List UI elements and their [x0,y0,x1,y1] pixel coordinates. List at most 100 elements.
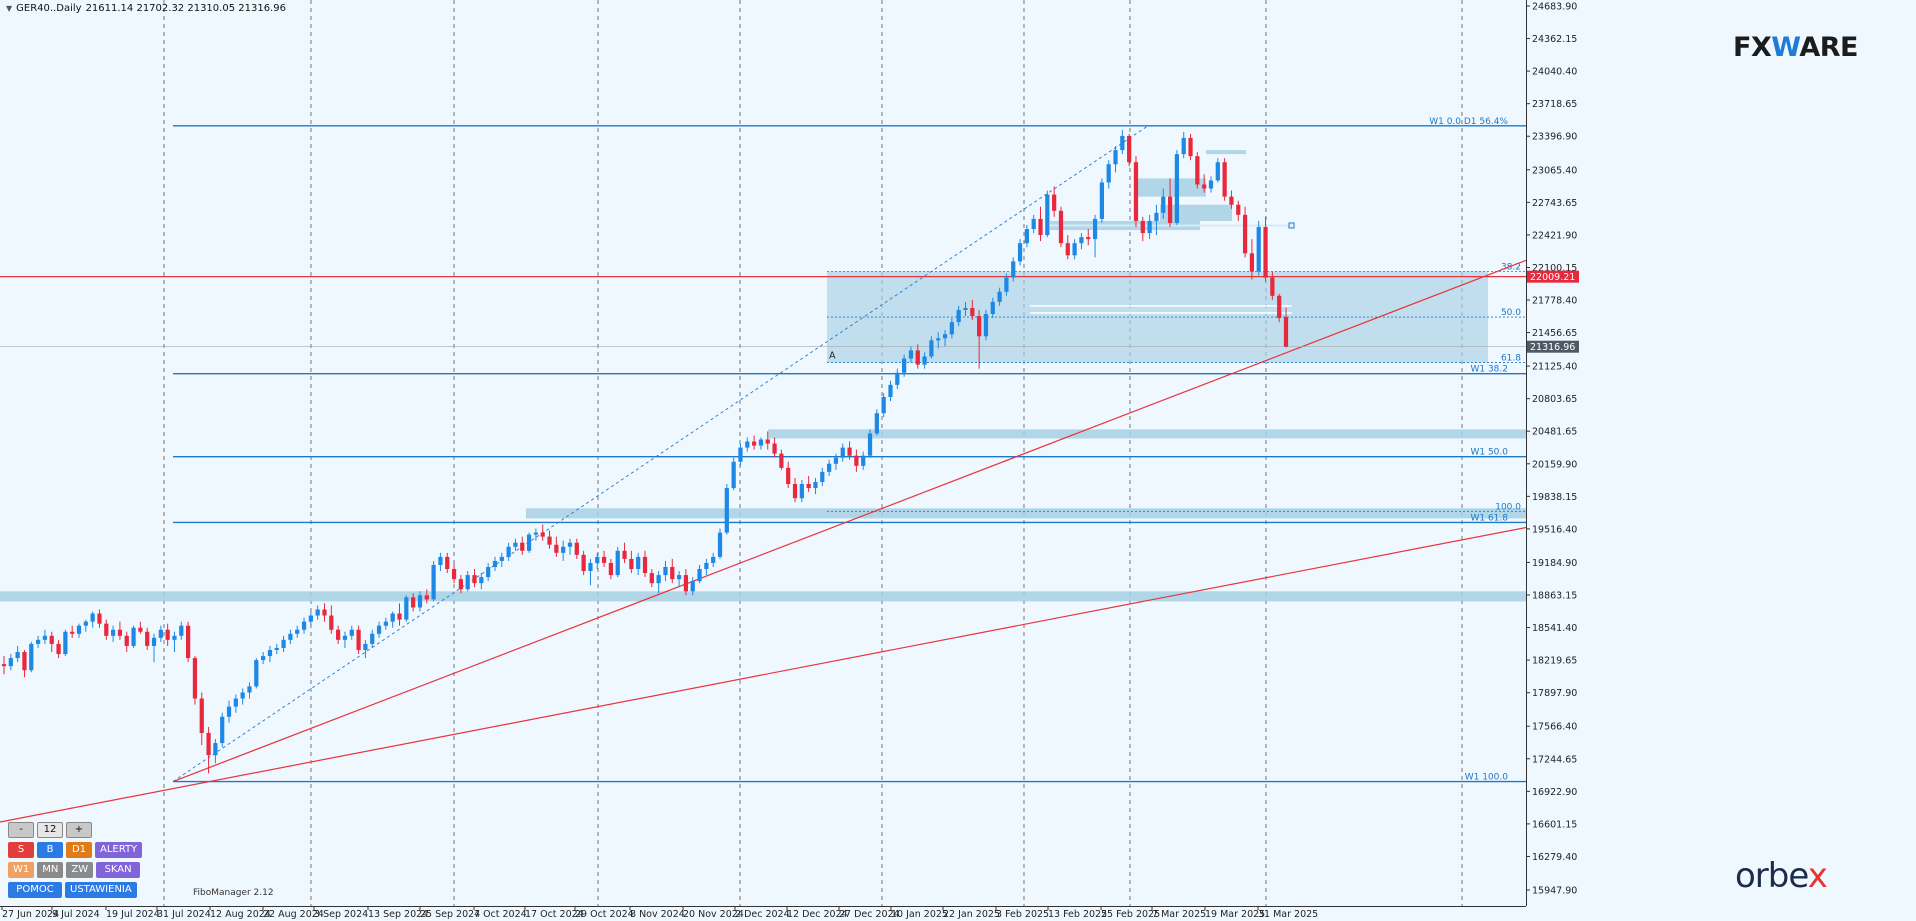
collapse-triangle-icon[interactable]: ▼ [6,4,13,13]
candle-body [1031,218,1036,230]
candle-body [1263,226,1268,278]
candle-body [1120,135,1125,151]
sell-button[interactable]: S [8,842,34,858]
candle-body [588,562,593,572]
fib-anchor-line [172,125,1149,782]
box-level-label: 50.0 [1501,308,1521,318]
candle-body [49,635,54,644]
candle-body [267,649,273,657]
candle-body [561,546,566,553]
scan-button[interactable]: SKAN [96,862,141,878]
price-tick-label: 17244.65 [1532,754,1577,765]
time-tick-label: 31 Mar 2025 [1258,909,1318,920]
candle-body [983,314,989,337]
lot-value-field[interactable]: 12 [37,822,63,838]
candle-body [595,556,600,563]
candle-body [977,316,982,337]
candle-body [1106,164,1111,183]
candle-body [1167,196,1173,223]
candle-body [990,301,995,315]
candle-body [1127,135,1132,163]
increase-button[interactable]: + [66,822,92,838]
panel-row-2: W1 MN ZW SKAN [8,862,141,878]
time-tick-label: 2 Dec 2024 [735,909,790,920]
candle-body [431,564,436,600]
time-tick-label: 8 Nov 2024 [630,909,685,920]
candle-body [1072,243,1077,256]
box-level-label: 100.0 [1495,502,1521,512]
candle-body [165,629,170,640]
candle-body [274,647,279,650]
price-tag-current: 21316.96 [1530,342,1575,353]
candle-body [881,396,886,414]
candle-body [124,635,129,646]
candle-body [642,556,648,574]
settings-button[interactable]: USTAWIENIA [65,882,137,898]
help-button[interactable]: POMOC [8,882,62,898]
candle-body [663,566,668,576]
price-tick-label: 24040.40 [1532,67,1577,78]
candle-body [506,546,511,557]
price-axis: 24683.90 24362.15 24040.40 23718.65 23396.90… [1526,0,1579,906]
candle-body [1181,137,1186,155]
candle-body [158,629,163,638]
alerts-button[interactable]: ALERTY [95,842,143,858]
candle-body [1256,226,1261,272]
price-tick-label: 22100.15 [1532,263,1577,274]
candle-body [336,629,341,640]
fib-level-label: W1 0.0 D1 56.4% [1429,117,1508,127]
candle-body [199,698,204,733]
candle-body [499,556,504,561]
tf-w1-button[interactable]: W1 [8,862,35,878]
candle-body [220,716,225,744]
fib-level-label: W1 38.2 [1470,365,1508,375]
tf-mn-button[interactable]: MN [37,862,64,878]
tf-zw-button[interactable]: ZW [66,862,94,878]
box-level-label: 61.8 [1501,354,1521,364]
candle-body [513,542,518,547]
symbol-name: GER40..Daily [16,3,82,14]
candle-body [786,467,791,485]
panel-row-3: POMOC USTAWIENIA [8,882,137,898]
candle-body [765,439,770,444]
candle-body [792,484,798,499]
candle-body [370,633,375,644]
box-marker: A [829,351,836,362]
candle-body [758,439,764,446]
candle-body [472,575,477,584]
candle-body [847,447,852,456]
price-tick-label: 17897.90 [1532,688,1577,699]
buy-button[interactable]: B [37,842,63,858]
candle-body [1229,196,1234,205]
trendline-steep [172,259,1527,783]
candle-body [1236,204,1241,215]
time-tick-label: 3 Feb 2025 [996,909,1049,920]
candle-body [676,575,682,580]
candle-body [751,441,757,446]
candle-body [1065,243,1070,256]
candle-body [1147,220,1152,234]
decrease-button[interactable]: - [8,822,34,838]
time-tick-label: 19 Mar 2025 [1205,909,1265,920]
candle-body [1,664,7,667]
tf-d1-button[interactable]: D1 [66,842,92,858]
candle-body [329,615,334,630]
price-tag-red: 22009.21 [1530,272,1575,283]
trendline-shallow [0,526,1527,823]
candle-body [1283,316,1289,347]
candle-body [888,384,893,397]
candle-body [772,443,777,454]
price-tick-label: 24683.90 [1532,2,1577,13]
candle-body [833,457,839,464]
time-tick-label: 19 Jul 2024 [106,909,160,920]
candle-body [35,639,41,644]
candle-body [90,613,95,622]
price-tick-label: 15947.90 [1532,886,1577,897]
time-tick-label: 7 Mar 2025 [1152,909,1206,920]
candle-body [1215,162,1220,181]
candle-body [383,621,388,626]
candlesticks [1,129,1289,774]
candle-body [376,625,382,634]
